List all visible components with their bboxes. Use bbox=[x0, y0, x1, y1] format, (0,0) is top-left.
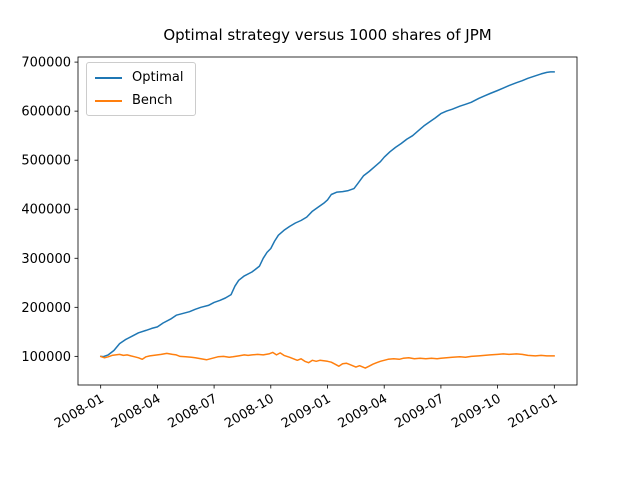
chart-title: Optimal strategy versus 1000 shares of J… bbox=[163, 26, 492, 44]
y-tick-label: 500000 bbox=[21, 154, 71, 169]
optimal-line-swatch bbox=[95, 76, 122, 79]
series-line-optimal bbox=[99, 71, 556, 358]
x-tick-label: 2008-10 bbox=[222, 391, 277, 431]
y-tick-label: 700000 bbox=[21, 56, 71, 71]
legend-label-bench: Bench bbox=[132, 93, 173, 108]
y-tick-label: 200000 bbox=[21, 301, 71, 316]
legend: Optimal Bench bbox=[86, 62, 197, 116]
x-tick-label: 2008-04 bbox=[109, 391, 164, 431]
y-tick-label: 300000 bbox=[21, 252, 71, 267]
legend-item-optimal: Optimal bbox=[95, 70, 183, 85]
x-tick-label: 2008-01 bbox=[52, 391, 107, 431]
legend-item-bench: Bench bbox=[95, 93, 183, 108]
x-tick-label: 2009-04 bbox=[336, 391, 391, 431]
x-tick-label: 2009-01 bbox=[279, 391, 334, 431]
x-tick-label: 2009-07 bbox=[392, 391, 447, 431]
x-tick-label: 2010-01 bbox=[506, 391, 561, 431]
x-tick-label: 2009-10 bbox=[449, 391, 504, 431]
legend-label-optimal: Optimal bbox=[132, 70, 184, 85]
y-tick-label: 400000 bbox=[21, 203, 71, 218]
x-tick-label: 2008-07 bbox=[166, 391, 221, 431]
series-line-bench bbox=[99, 351, 556, 369]
y-tick-label: 600000 bbox=[21, 105, 71, 120]
bench-line-swatch bbox=[95, 99, 122, 102]
y-tick-label: 100000 bbox=[21, 350, 71, 365]
